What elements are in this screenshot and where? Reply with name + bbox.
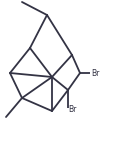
Text: Br: Br [68,106,76,115]
Text: Br: Br [91,68,99,77]
